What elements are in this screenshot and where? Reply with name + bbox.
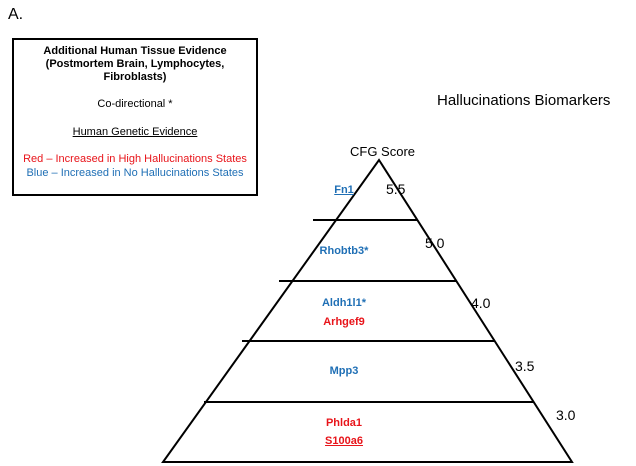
legend-codirectional: Co-directional * xyxy=(97,98,173,110)
score-tier-3: 4.0 xyxy=(471,295,491,311)
score-tier-4: 3.5 xyxy=(515,358,535,374)
score-tier-5: 3.0 xyxy=(556,407,576,423)
legend-box: Additional Human Tissue Evidence (Postmo… xyxy=(12,38,258,196)
gene-s100a6: S100a6 xyxy=(325,435,363,447)
pyramid-outline xyxy=(161,158,574,463)
gene-rhobtb3: Rhobtb3* xyxy=(319,245,369,257)
legend-blue-line: Blue – Increased in No Hallucinations St… xyxy=(26,167,244,179)
gene-aldh1l1: Aldh1l1* xyxy=(321,297,366,309)
panel-label: A. xyxy=(8,6,24,23)
diagram-title: Hallucinations Biomarkers xyxy=(437,92,611,109)
cfg-score-label: CFG Score xyxy=(350,144,416,159)
gene-fn1: Fn1 xyxy=(334,184,354,196)
gene-mpp3: Mpp3 xyxy=(329,365,359,377)
legend-title: Additional Human Tissue Evidence (Postmo… xyxy=(43,45,227,83)
score-tier-1: 5.5 xyxy=(386,181,406,197)
gene-arhgef9: Arhgef9 xyxy=(323,316,365,328)
legend-genetic-evidence: Human Genetic Evidence xyxy=(72,126,198,138)
gene-phlda1: Phlda1 xyxy=(325,417,363,429)
score-tier-2: 5.0 xyxy=(425,235,445,251)
legend-red-line: Red – Increased in High Hallucinations S… xyxy=(23,153,247,165)
